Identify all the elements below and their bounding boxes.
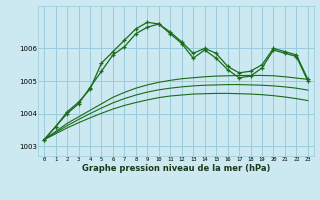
X-axis label: Graphe pression niveau de la mer (hPa): Graphe pression niveau de la mer (hPa): [82, 164, 270, 173]
